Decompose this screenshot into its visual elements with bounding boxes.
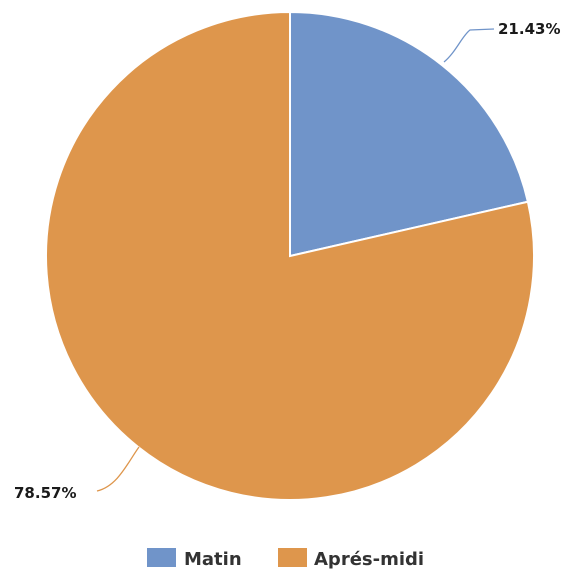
pie-slice-matin: [289, 10, 530, 258]
legend-swatch-matin: [147, 548, 176, 567]
data-label-matin: 21.43%: [498, 20, 560, 38]
legend-label-apres-midi: Aprés-midi: [314, 549, 424, 570]
legend-swatch-apres-midi: [278, 548, 307, 567]
legend: Matin Aprés-midi: [147, 548, 424, 570]
pie-leader-lines: [96, 28, 495, 492]
data-label-apres-midi: 78.57%: [14, 484, 76, 502]
pie-slice-apres-midi: [45, 10, 535, 501]
legend-label-matin: Matin: [184, 549, 242, 570]
pie-slices: [45, 10, 535, 501]
leader-line-matin: [443, 28, 495, 63]
leader-line-apres-midi: [96, 446, 140, 492]
